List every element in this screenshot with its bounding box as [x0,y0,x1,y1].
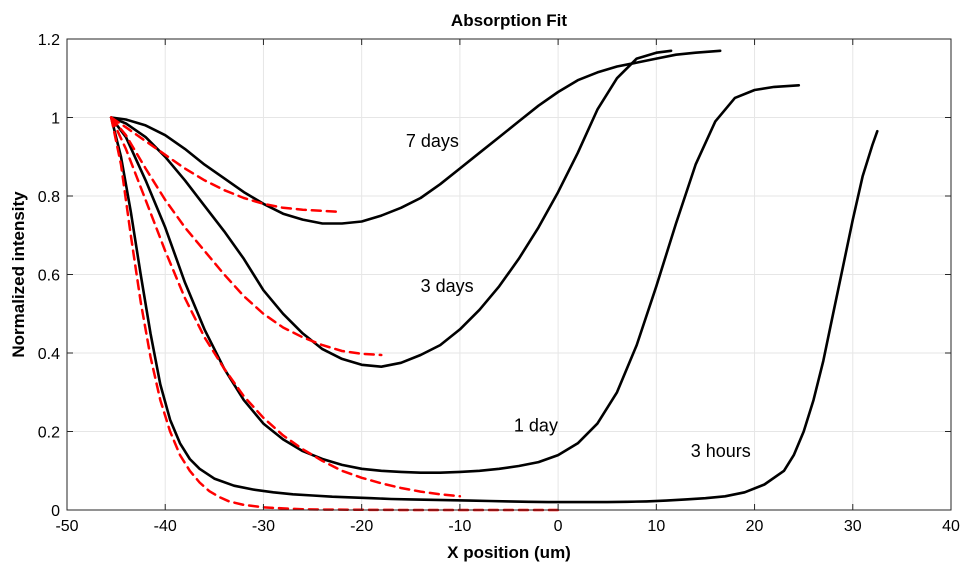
x-tick-label: 0 [554,518,563,535]
x-tick-label: -50 [55,518,78,535]
y-axis-label: Normalized intensity [9,191,28,358]
y-tick-label: 0.8 [38,189,60,206]
y-tick-label: 0.2 [38,425,60,442]
x-tick-label: 10 [647,518,665,535]
y-tick-label: 1.2 [38,32,60,49]
y-tick-label: 0.6 [38,268,60,285]
data-series [109,49,879,512]
curve-label: 3 days [421,276,474,296]
x-tick-label: 20 [746,518,764,535]
axis-ticks: -50 -40 -30 -20 -10 0 10 20 30 40 0 0.2 0.4 0.6 0.8 1 1.… [38,32,960,535]
y-tick-label: 0.4 [38,346,60,363]
fit-curve-dashed [109,116,339,213]
x-axis-label: X position (um) [447,543,571,562]
x-tick-label: 30 [844,518,862,535]
fit-curve-dashed [109,116,383,357]
curve-label: 7 days [406,131,459,151]
measured-curve [109,116,879,504]
x-tick-label: -10 [448,518,471,535]
fit-curve-dashed [109,116,462,498]
y-tick-label: 1 [51,111,60,128]
curve-label: 3 hours [691,441,751,461]
x-tick-label: 40 [942,518,960,535]
x-tick-label: -20 [350,518,373,535]
x-tick-label: -30 [252,518,275,535]
curve-annotations: 7 days 3 days 1 day 3 hours [406,131,751,461]
measured-curve [109,84,801,475]
chart-title: Absorption Fit [451,11,567,30]
x-tick-label: -40 [154,518,177,535]
measured-curve [109,49,722,225]
y-tick-label: 0 [51,503,60,520]
fit-curve-dashed [109,116,560,512]
curve-label: 1 day [514,416,558,436]
measured-curve [109,49,673,369]
